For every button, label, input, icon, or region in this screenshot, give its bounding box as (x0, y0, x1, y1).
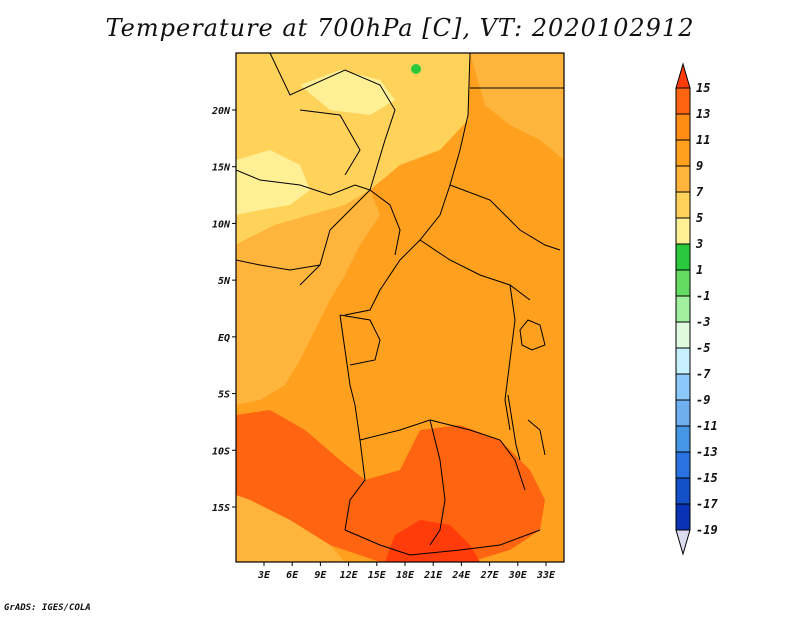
lat-tick-label: 15S (212, 503, 230, 514)
colorbar-label: -19 (696, 523, 718, 537)
region-south-deep-orange (236, 410, 545, 562)
lon-tick-label: 12E (340, 570, 359, 581)
colorbar-band (675, 399, 691, 427)
lat-tick-label: 5S (218, 390, 230, 401)
lat-tick-label: 10S (212, 446, 230, 457)
colorbar-band (675, 295, 691, 323)
colorbar-bottom-arrow (675, 529, 691, 556)
lon-tick-label: 3E (257, 570, 271, 581)
colorbar-label: 7 (696, 185, 704, 199)
colorbar-band (675, 451, 691, 479)
colorbar-band (675, 321, 691, 349)
lon-tick-label: 30E (508, 570, 528, 581)
colorbar-band (675, 139, 691, 167)
colorbar-label: 15 (696, 81, 710, 95)
lat-tick-label: 20N (211, 106, 231, 117)
colorbar-top-arrow (675, 62, 691, 89)
colorbar-band (675, 425, 691, 453)
colorbar-label: 5 (696, 211, 703, 225)
colorbar-label: -11 (696, 419, 718, 433)
colorbar-label: 9 (696, 159, 703, 173)
colorbar-label: 13 (696, 107, 710, 121)
colorbar-band (675, 87, 691, 115)
chart-title: Temperature at 700hPa [C], VT: 202010291… (105, 14, 695, 42)
colorbar-label: 1 (696, 263, 703, 277)
colorbar-band (675, 165, 691, 193)
colorbar-band (675, 347, 691, 375)
colorbar-band (675, 243, 691, 271)
colorbar-label: 11 (696, 133, 710, 147)
lat-tick-label: 10N (212, 219, 231, 230)
lon-tick-label: 18E (396, 570, 415, 581)
lon-tick-label: 6E (286, 570, 299, 581)
credit-text: GrADS: IGES/COLA (4, 603, 91, 613)
lon-tick-label: 9E (314, 570, 327, 581)
region-light-orange-ne (470, 53, 564, 160)
colorbar-label: -17 (696, 497, 718, 511)
colorbar-label: -9 (696, 393, 710, 407)
colorbar-label: -7 (696, 367, 711, 381)
colorbar: 15 13 11 9 7 5 3 1 -1 -3 -5 -7 -9 -11 -13 -15 -17 -19 (675, 62, 718, 556)
country-borders (236, 53, 564, 556)
lon-tick-label: 15E (368, 570, 387, 581)
longitude-axis: 3E 6E 9E 12E 15E 18E 21E 24E 27E 30E 33E (257, 562, 556, 581)
region-light-orange-sw (236, 495, 345, 562)
colorbar-band (675, 477, 691, 505)
latitude-axis: 20N 15N 10N 5N EQ 5S 10S 15S (211, 106, 236, 514)
lat-tick-label: 5N (218, 276, 231, 287)
region-light-yellow (236, 150, 310, 215)
lon-tick-label: 21E (423, 570, 443, 581)
region-cold-spot (411, 64, 421, 74)
map-frame (235, 52, 565, 563)
colorbar-label: -13 (696, 445, 718, 459)
colorbar-band (675, 217, 691, 245)
colorbar-label: -5 (696, 341, 710, 355)
colorbar-label: -3 (696, 315, 710, 329)
lon-tick-label: 24E (451, 570, 471, 581)
colorbar-label: -15 (696, 471, 718, 485)
lon-tick-label: 27E (480, 570, 500, 581)
map-area (236, 53, 564, 562)
lon-tick-label: 33E (536, 570, 556, 581)
colorbar-band (675, 113, 691, 141)
colorbar-band (675, 373, 691, 401)
lat-tick-label: 15N (212, 163, 231, 174)
colorbar-band (675, 503, 691, 531)
colorbar-band (675, 191, 691, 219)
lakes (507, 319, 546, 461)
region-light-orange (236, 190, 380, 405)
colorbar-label: -1 (696, 289, 710, 303)
lat-tick-label: EQ (218, 333, 230, 344)
colorbar-band (675, 269, 691, 297)
colorbar-label: 3 (695, 237, 703, 251)
